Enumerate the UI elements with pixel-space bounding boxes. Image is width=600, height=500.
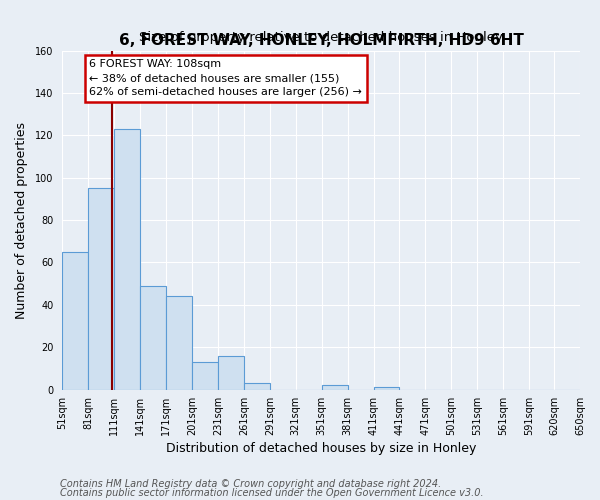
Bar xyxy=(374,388,400,390)
Title: 6, FOREST WAY, HONLEY, HOLMFIRTH, HD9 6HT: 6, FOREST WAY, HONLEY, HOLMFIRTH, HD9 6H… xyxy=(119,33,524,48)
Text: 6 FOREST WAY: 108sqm
← 38% of detached houses are smaller (155)
62% of semi-deta: 6 FOREST WAY: 108sqm ← 38% of detached h… xyxy=(89,59,362,97)
Text: Size of property relative to detached houses in Honley: Size of property relative to detached ho… xyxy=(139,31,503,44)
Bar xyxy=(322,386,347,390)
Bar xyxy=(115,129,140,390)
Bar xyxy=(140,286,166,390)
Bar xyxy=(88,188,115,390)
Bar xyxy=(62,252,88,390)
Text: Contains HM Land Registry data © Crown copyright and database right 2024.: Contains HM Land Registry data © Crown c… xyxy=(60,479,441,489)
Bar xyxy=(244,383,270,390)
X-axis label: Distribution of detached houses by size in Honley: Distribution of detached houses by size … xyxy=(166,442,476,455)
Y-axis label: Number of detached properties: Number of detached properties xyxy=(15,122,28,318)
Text: Contains public sector information licensed under the Open Government Licence v3: Contains public sector information licen… xyxy=(60,488,484,498)
Bar xyxy=(218,356,244,390)
Bar xyxy=(166,296,192,390)
Bar xyxy=(192,362,218,390)
